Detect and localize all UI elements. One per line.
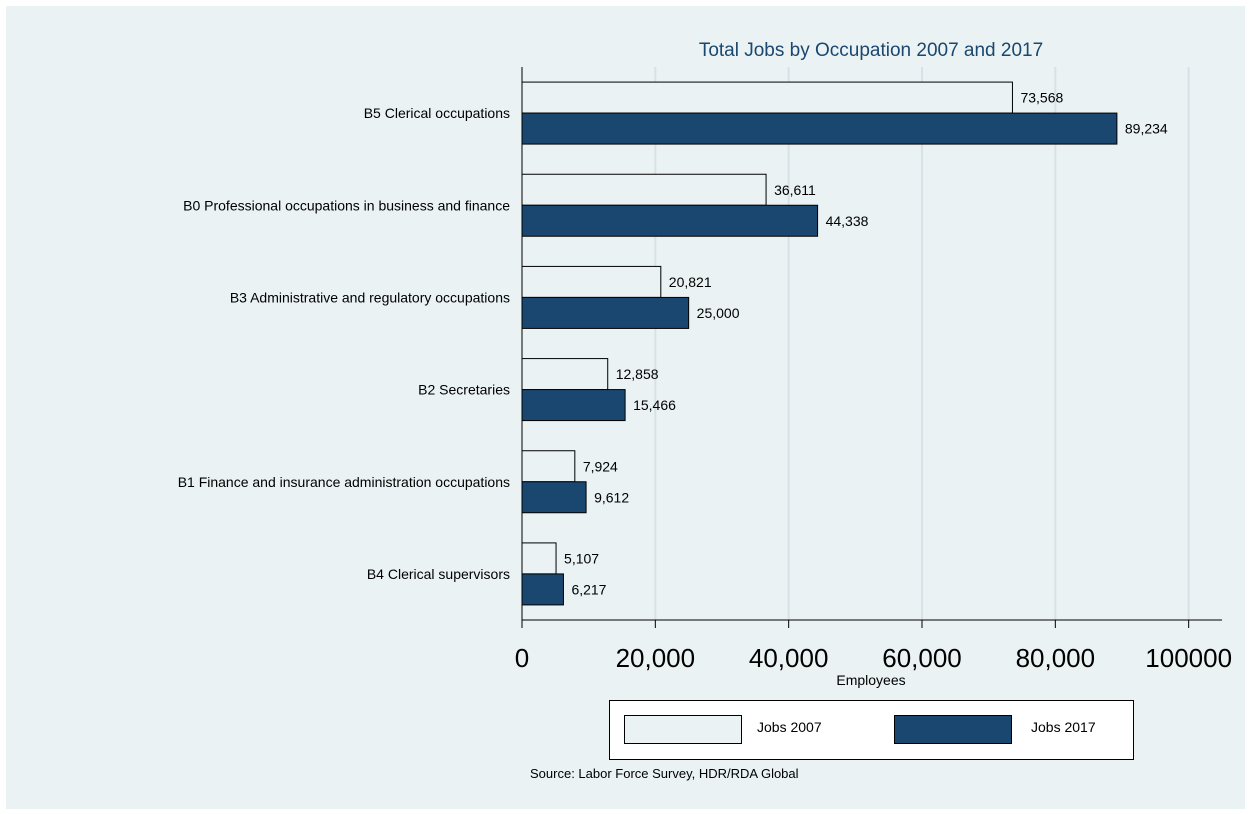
data-label: 15,466 [633,397,676,413]
bar-2017 [521,481,587,514]
bars [521,81,1118,606]
bar-chart: 0 20,000 40,000 60,000 80,000 100000 73,568 89… [178,40,1232,688]
bar-2017 [521,112,1118,145]
x-tick-label: 0 [515,643,529,673]
category-label: B5 Clerical occupations [364,105,510,121]
bar-2017 [521,204,819,237]
category-label: B1 Finance and insurance administration … [178,474,510,490]
data-label: 5,107 [564,550,599,566]
x-tick-label: 100000 [1145,643,1232,673]
x-tick-label: 40,000 [749,643,829,673]
legend-label-2007: Jobs 2007 [757,719,822,735]
category-label: B3 Administrative and regulatory occupat… [230,289,510,305]
bar-2007 [521,450,576,483]
data-label: 36,611 [774,182,816,198]
chart-title: Total Jobs by Occupation 2007 and 2017 [699,40,1043,61]
category-label: B4 Clerical supervisors [367,566,510,582]
x-tick-label: 60,000 [882,643,962,673]
bar-2017 [521,296,690,329]
data-label: 12,858 [616,366,659,382]
bar-2007 [521,542,557,575]
x-tick-label: 20,000 [616,643,696,673]
bar-2007 [521,358,609,391]
data-label: 6,217 [571,581,606,597]
gridlines [654,67,1190,620]
data-label: 89,234 [1125,121,1168,137]
bar-2007 [521,81,1013,114]
bar-2017 [521,573,564,606]
legend-swatch-2007 [624,715,742,744]
data-label: 20,821 [669,274,712,290]
legend-swatch-2017 [894,715,1012,744]
data-label: 25,000 [697,305,740,321]
axes: 0 20,000 40,000 60,000 80,000 100000 [515,67,1232,673]
legend: Jobs 2007 Jobs 2017 [609,700,1134,760]
source-note: Source: Labor Force Survey, HDR/RDA Glob… [530,766,799,781]
bar-2007 [521,173,767,206]
category-label: B0 Professional occupations in business … [183,197,510,213]
data-label: 44,338 [826,213,869,229]
x-tick-label: 80,000 [1016,643,1096,673]
data-label: 73,568 [1020,90,1063,106]
category-label: B2 Secretaries [418,382,510,398]
bar-2017 [521,389,626,422]
x-axis-label: Employees [836,672,905,688]
data-label: 7,924 [583,458,618,474]
labels: 73,568 89,234 B5 Clerical occupations 36,61… [178,90,1168,598]
data-label: 9,612 [594,489,629,505]
bar-2007 [521,265,662,298]
legend-label-2017: Jobs 2017 [1031,719,1096,735]
